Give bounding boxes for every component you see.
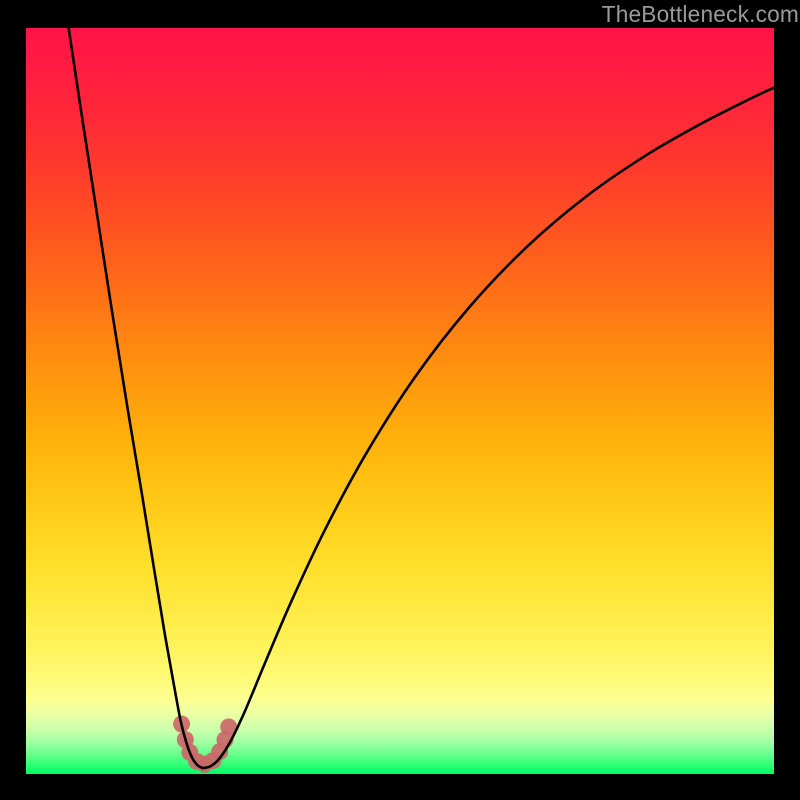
- curve-right: [203, 88, 774, 768]
- curve-left: [69, 28, 203, 768]
- bottleneck-curve: [69, 28, 774, 768]
- plot-svg: [0, 0, 800, 800]
- watermark-text: TheBottleneck.com: [602, 1, 799, 28]
